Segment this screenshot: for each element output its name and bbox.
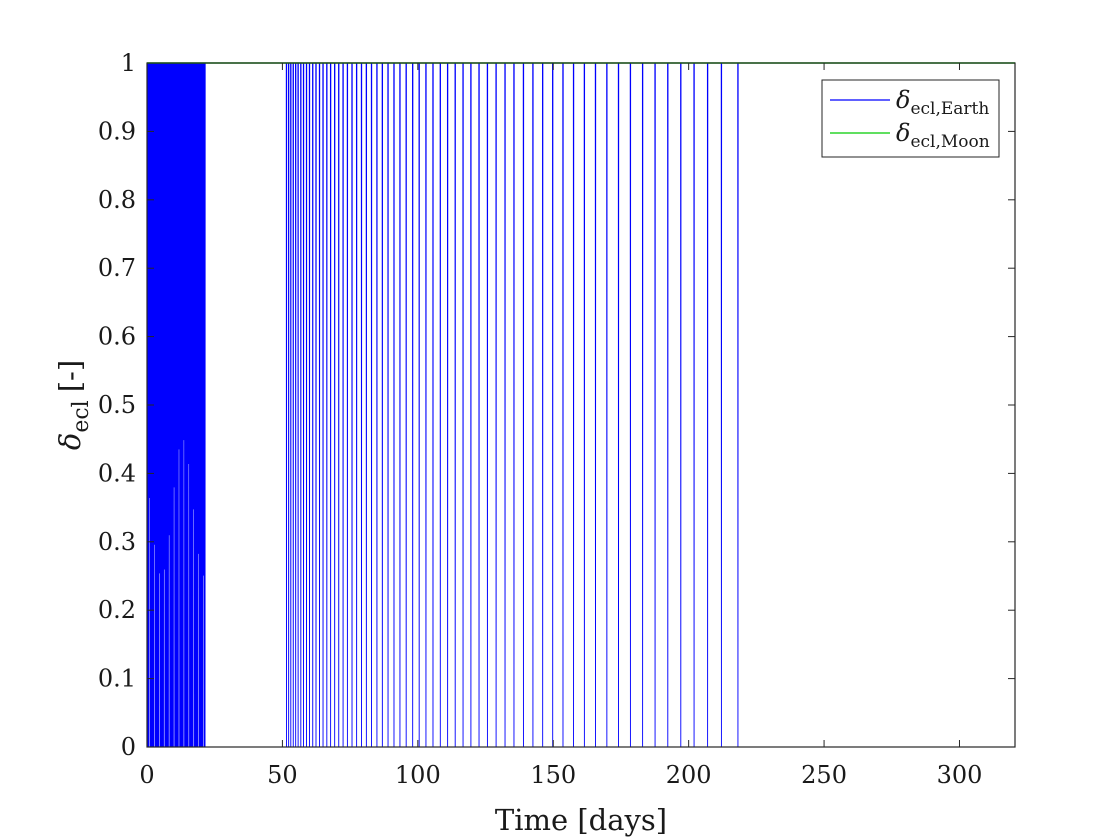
plot-background	[147, 63, 1015, 747]
x-tick-label: 250	[801, 761, 847, 789]
y-tick-label: 0	[121, 733, 136, 761]
x-tick-label: 200	[666, 761, 712, 789]
y-tick-label: 0.5	[98, 391, 136, 419]
svg-text:δecl[-]: δecl [-]	[53, 360, 94, 450]
x-tick-label: 50	[267, 761, 298, 789]
series-earth	[146, 62, 1015, 748]
y-tick-label: 0.6	[98, 323, 136, 351]
y-axis-title-symbol: δ	[53, 433, 87, 450]
x-tick-label: 150	[530, 761, 576, 789]
legend-moon-symbol: δ	[896, 119, 910, 147]
x-axis-title: Time [days]	[495, 803, 667, 837]
y-axis-title-unit: [-]	[53, 360, 87, 392]
y-tick-label: 0.4	[98, 459, 136, 487]
y-tick-label: 0.7	[98, 254, 136, 282]
y-tick-label: 0.1	[98, 665, 136, 693]
y-tick-label: 0.9	[98, 117, 136, 145]
legend-earth-symbol: δ	[896, 86, 910, 114]
legend-moon-subscript: ecl,Moon	[910, 132, 989, 152]
y-axis: 0 0.1 0.2 0.3 0.4 0.5 0.6 0.7 0.8 0.9 1	[98, 49, 1015, 761]
legend-label-earth: δecl,Earth	[896, 86, 989, 119]
legend: δecl,Earth δecl,Moon	[821, 79, 1000, 158]
x-axis: 0 50 100 150 200 250 300	[139, 63, 982, 789]
y-tick-label: 0.3	[98, 528, 136, 556]
legend-earth-subscript: ecl,Earth	[910, 99, 989, 119]
x-tick-label: 100	[395, 761, 441, 789]
x-tick-label: 0	[139, 761, 154, 789]
legend-label-moon: δecl,Moon	[896, 119, 990, 152]
earth-line	[146, 62, 1015, 748]
y-tick-label: 0.2	[98, 596, 136, 624]
y-axis-title: δecl [-]	[53, 360, 94, 450]
y-tick-label: 1	[121, 49, 136, 77]
legend-box	[821, 79, 1000, 158]
y-axis-title-subscript: ecl	[69, 400, 94, 432]
y-tick-label: 0.8	[98, 186, 136, 214]
x-tick-label: 300	[937, 761, 983, 789]
